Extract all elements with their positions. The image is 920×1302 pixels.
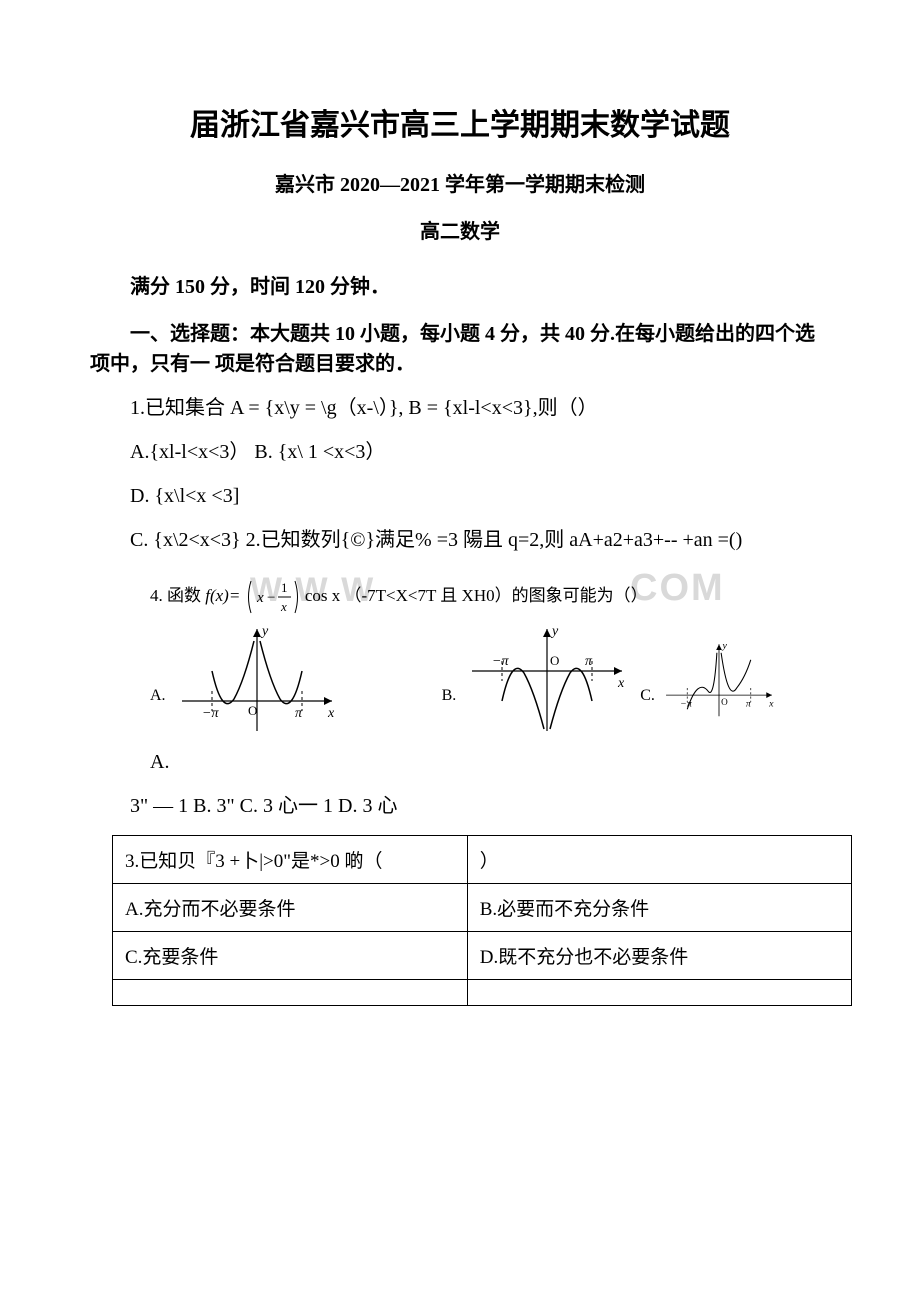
svg-text:O: O: [721, 697, 728, 707]
q4-pre: 4. 函数: [150, 586, 205, 605]
cell-empty2: [467, 980, 851, 1006]
svg-text:−: −: [267, 590, 275, 606]
svg-text:x: x: [327, 706, 335, 721]
page-title: 届浙江省嘉兴市高三上学期期末数学试题: [90, 100, 830, 144]
q4-fx: f(x)=: [205, 586, 240, 605]
graph-b: y x O π −π: [462, 621, 632, 741]
svg-text:π: π: [746, 698, 752, 709]
cell-q3-paren: ）: [467, 836, 851, 884]
q4-mid: cos x （-7T<X<7T 且 XH0）的图象可能为（）: [305, 586, 648, 605]
svg-text:π: π: [295, 706, 303, 721]
question-3-table: 3.已知贝『3 +卜|>0"是*>0 啲（ ） A.充分而不必要条件 B.必要而…: [112, 835, 852, 1006]
option-a-label: A.: [150, 687, 166, 741]
svg-text:−π: −π: [202, 706, 219, 721]
svg-text:O: O: [248, 703, 257, 718]
svg-text:x: x: [256, 590, 264, 606]
cell-a: A.充分而不必要条件: [113, 884, 468, 932]
cell-d: D.既不充分也不必要条件: [467, 932, 851, 980]
table-row: [113, 980, 852, 1006]
cell-empty1: [113, 980, 468, 1006]
table-row: 3.已知贝『3 +卜|>0"是*>0 啲（ ）: [113, 836, 852, 884]
fraction-icon: x − 1 x: [245, 577, 301, 617]
question-1: 1.已知集合 A = {x\y = \g（x-\）}, B = {xl-l<x<…: [90, 393, 830, 423]
exam-info: 满分 150 分，时间 120 分钟．: [90, 270, 830, 299]
svg-text:y: y: [550, 624, 559, 639]
svg-text:−π: −π: [492, 654, 509, 669]
question-2-answers: 3" — 1 B. 3" C. 3 心一 1 D. 3 心: [90, 791, 830, 821]
cell-c: C.充要条件: [113, 932, 468, 980]
subject: 高二数学: [90, 215, 830, 244]
question-4-formula-row: W W W COM 4. 函数 f(x)= x − 1 x cos x （-7T…: [90, 569, 830, 613]
table-row: A.充分而不必要条件 B.必要而不充分条件: [113, 884, 852, 932]
svg-text:y: y: [721, 641, 727, 652]
option-c-label: C.: [640, 687, 655, 741]
table-row: C.充要条件 D.既不充分也不必要条件: [113, 932, 852, 980]
svg-text:y: y: [260, 624, 269, 639]
letter-after: A.: [150, 747, 830, 777]
question-1-opts-a: A.{xl-l<x<3） B. {x\ 1 <x<3）: [90, 437, 830, 467]
svg-text:1: 1: [281, 580, 288, 595]
option-b-label: B.: [442, 687, 457, 741]
subtitle: 嘉兴市 2020—2021 学年第一学期期末检测: [90, 168, 830, 197]
svg-text:x: x: [617, 676, 625, 691]
question-1-opts-b: D. {x\l<x <3]: [90, 481, 830, 511]
question-2: C. {x\2<x<3} 2.已知数列{©}满足% =3 陽且 q=2,则 aA…: [90, 525, 830, 555]
graph-options-row: A. y x O π −π B. y x O π −π C.: [150, 621, 830, 741]
svg-text:O: O: [550, 653, 559, 668]
svg-text:x: x: [768, 698, 774, 709]
cell-b: B.必要而不充分条件: [467, 884, 851, 932]
section-heading: 一、选择题：本大题共 10 小题，每小题 4 分，共 40 分.在每小题给出的四…: [90, 319, 830, 379]
svg-text:x: x: [280, 599, 287, 614]
graph-c: y x O π −π: [659, 621, 779, 741]
cell-q3: 3.已知贝『3 +卜|>0"是*>0 啲（: [113, 836, 468, 884]
graph-a: y x O π −π: [172, 621, 342, 741]
